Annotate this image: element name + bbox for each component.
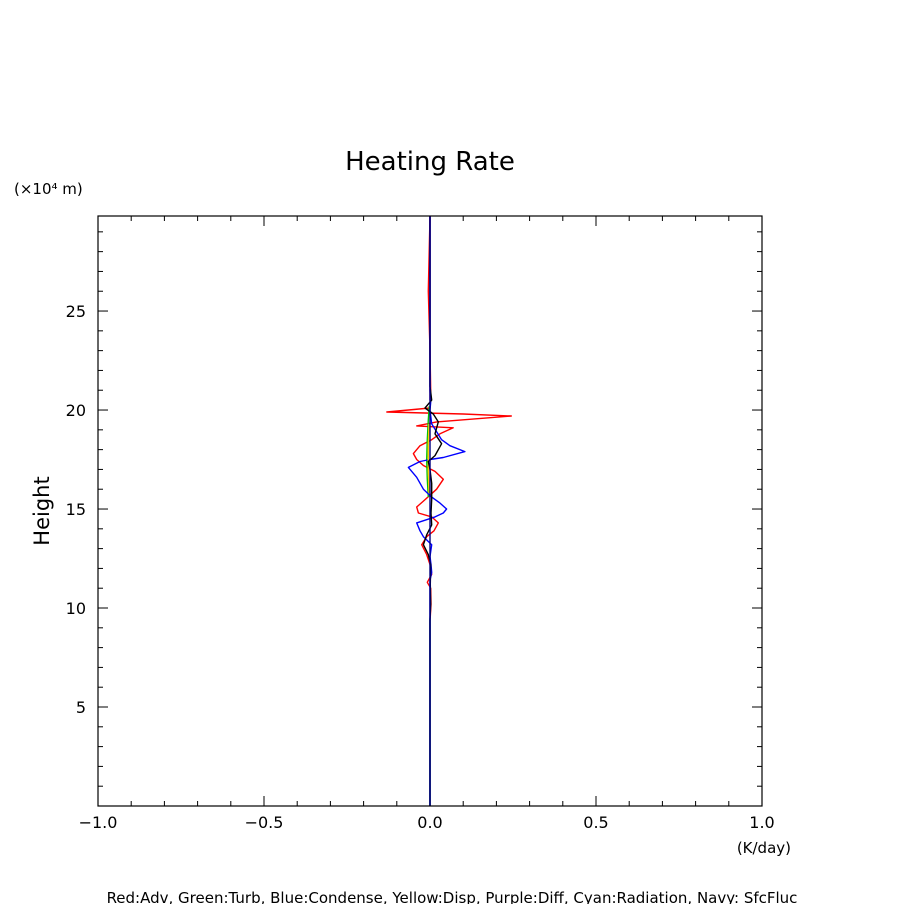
series-lines: [386, 215, 512, 806]
x-tick-label: 0.5: [583, 813, 608, 832]
y-tick-label: 25: [66, 302, 86, 321]
series-line-adv: [386, 215, 512, 806]
y-tick-label: 15: [66, 500, 86, 519]
tick-labels: 5 10 15 20 25 −1.0 −0.5 0.0 0.5 1.0: [66, 302, 775, 832]
x-tick-label: −0.5: [245, 813, 284, 832]
y-tick-label: 20: [66, 401, 86, 420]
series-line-sfcfluc: [422, 216, 443, 806]
y-unit-label: (×10⁴ m): [14, 180, 83, 198]
chart-title: Heating Rate: [345, 147, 515, 177]
x-tick-label: 0.0: [417, 813, 442, 832]
series-line-disp: [427, 423, 430, 494]
y-axis-label: Height: [30, 476, 54, 545]
x-tick-label: 1.0: [749, 813, 774, 832]
plot-frame: [97, 215, 763, 807]
series-line-condense: [407, 216, 466, 806]
y-tick-label: 5: [76, 698, 86, 717]
axis-ticks: [97, 216, 763, 806]
x-tick-label: −1.0: [79, 813, 118, 832]
legend-text: Red:Adv, Green:Turb, Blue:Condense, Yell…: [107, 889, 798, 904]
series-line-turb: [426, 406, 430, 498]
y-tick-label: 10: [66, 599, 86, 618]
x-unit-label: (K/day): [737, 839, 791, 857]
